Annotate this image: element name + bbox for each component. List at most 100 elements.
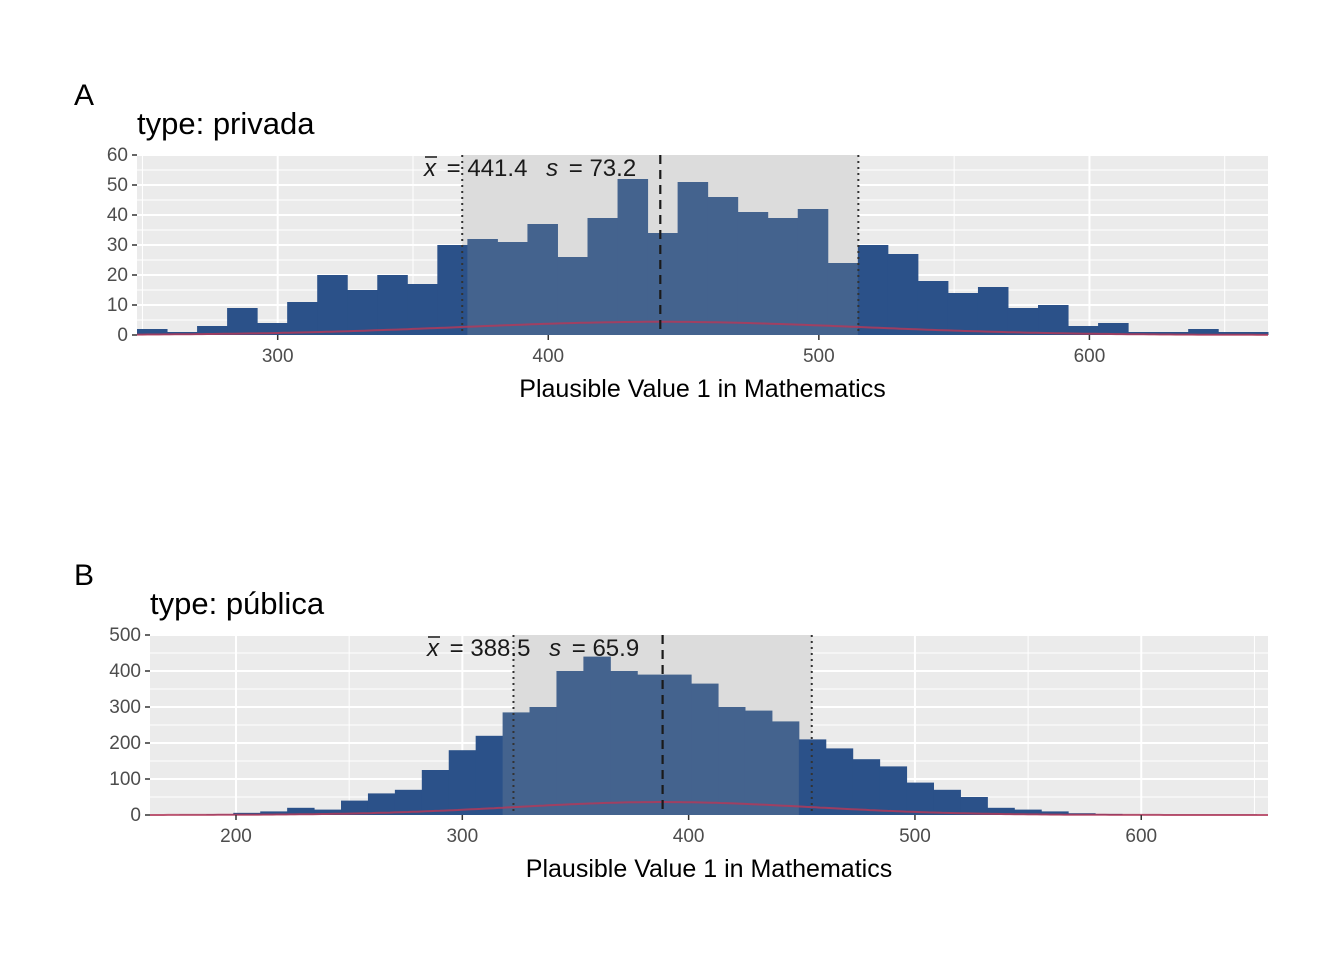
histogram-bar bbox=[827, 263, 859, 335]
histogram-bar bbox=[691, 683, 719, 815]
histogram-bar bbox=[227, 308, 258, 335]
histogram-bar bbox=[467, 239, 498, 335]
x-axis-label: Plausible Value 1 in Mathematics bbox=[526, 855, 892, 883]
histogram-bar bbox=[497, 242, 528, 335]
histogram-bar bbox=[737, 212, 769, 335]
mean-value: = 441.4 bbox=[447, 155, 528, 182]
panel-title: type: privada bbox=[137, 106, 315, 141]
xbar-symbol: x bbox=[426, 635, 440, 662]
histogram-bar bbox=[556, 671, 584, 815]
histogram-bar bbox=[1007, 308, 1039, 335]
sd-value: = 65.9 bbox=[572, 635, 639, 662]
panel-title: type: pública bbox=[150, 586, 325, 621]
histogram-bar bbox=[1098, 323, 1129, 335]
histogram-bar bbox=[664, 674, 692, 815]
histogram-bar bbox=[1014, 809, 1042, 815]
x-tick-label: 600 bbox=[1125, 826, 1157, 847]
histogram-bar bbox=[852, 759, 881, 815]
histogram-bar bbox=[1158, 332, 1189, 335]
panel-tag: B bbox=[74, 559, 94, 592]
histogram-bars bbox=[179, 656, 1258, 815]
histogram-bar bbox=[718, 707, 746, 815]
histogram-bar bbox=[887, 254, 919, 335]
histogram-bar bbox=[583, 656, 611, 815]
histogram-bar bbox=[377, 275, 408, 335]
histogram-bar bbox=[825, 748, 854, 815]
histogram-bar bbox=[744, 710, 773, 815]
histogram-bar bbox=[1248, 332, 1269, 335]
histogram-bar bbox=[287, 807, 315, 815]
histogram-bar bbox=[707, 197, 739, 335]
histogram-bar bbox=[1038, 305, 1069, 335]
y-tick-label: 0 bbox=[130, 805, 141, 826]
density-curve bbox=[150, 801, 1268, 816]
y-axis-ticks: 0 100 200 300 400 500 bbox=[109, 625, 150, 826]
panel-a: A type: privada 0 10 20 30 40 50 60 300 400 500 6… bbox=[74, 79, 1269, 403]
histogram-bar bbox=[906, 782, 935, 815]
histogram-bar bbox=[407, 284, 438, 335]
histogram-bar bbox=[798, 739, 827, 815]
histogram-bar bbox=[767, 218, 799, 335]
histogram-bar bbox=[527, 224, 558, 335]
histogram-bar bbox=[1218, 332, 1249, 335]
histogram-bar bbox=[1041, 811, 1069, 815]
y-tick-label: 100 bbox=[109, 769, 141, 790]
panel-b: B type: pública 0 100 200 300 400 500 200 300 4… bbox=[74, 559, 1268, 883]
x-tick-label: 300 bbox=[446, 826, 478, 847]
histogram-bar bbox=[617, 179, 649, 335]
histogram-bar bbox=[987, 807, 1015, 815]
y-tick-label: 20 bbox=[107, 265, 128, 286]
histogram-bar bbox=[933, 789, 961, 815]
x-tick-label: 500 bbox=[803, 346, 835, 367]
y-tick-label: 0 bbox=[117, 325, 128, 346]
histogram-bar bbox=[475, 735, 504, 815]
histogram-bar bbox=[347, 290, 378, 335]
x-tick-label: 400 bbox=[673, 826, 705, 847]
y-axis-ticks: 0 10 20 30 40 50 60 bbox=[107, 145, 137, 346]
histogram-bar bbox=[610, 671, 638, 815]
histogram-bar bbox=[647, 233, 679, 335]
panel-tag: A bbox=[74, 79, 94, 112]
histogram-bar bbox=[857, 245, 889, 335]
sd-value: = 73.2 bbox=[569, 155, 636, 182]
s-symbol: s bbox=[546, 155, 558, 182]
histogram-bar bbox=[341, 800, 369, 815]
histogram-bar bbox=[421, 770, 450, 815]
histogram-bar bbox=[260, 811, 288, 815]
histogram-bar bbox=[529, 707, 557, 815]
histogram-bar bbox=[960, 797, 988, 815]
histogram-bar bbox=[797, 209, 829, 335]
histogram-bar bbox=[677, 182, 709, 335]
s-symbol: s bbox=[549, 635, 561, 662]
mean-value: = 388.5 bbox=[450, 635, 531, 662]
stats-annotation: x = 441.4 s = 73.2 bbox=[423, 155, 636, 182]
histogram-bar bbox=[287, 302, 318, 335]
histogram-bar bbox=[587, 218, 619, 335]
x-tick-label: 500 bbox=[899, 826, 931, 847]
x-tick-label: 400 bbox=[532, 346, 564, 367]
y-tick-label: 400 bbox=[109, 661, 141, 682]
x-tick-label: 300 bbox=[262, 346, 294, 367]
y-tick-label: 500 bbox=[109, 625, 141, 646]
histogram-bar bbox=[947, 293, 979, 335]
histogram-bar bbox=[977, 287, 1009, 335]
histogram-bar bbox=[317, 275, 348, 335]
density-curve bbox=[137, 320, 1268, 336]
histogram-bars bbox=[137, 179, 1269, 335]
histogram-bar bbox=[437, 245, 468, 335]
histogram-bar bbox=[197, 326, 228, 335]
y-tick-label: 50 bbox=[107, 175, 128, 196]
stats-annotation: x = 388.5 s = 65.9 bbox=[426, 635, 639, 662]
histogram-bar bbox=[367, 793, 396, 815]
histogram-bar bbox=[637, 674, 665, 815]
xbar-symbol: x bbox=[423, 155, 437, 182]
histogram-bar bbox=[879, 766, 908, 815]
histogram-bar bbox=[137, 329, 168, 335]
y-tick-label: 30 bbox=[107, 235, 128, 256]
x-axis-ticks: 200 300 400 500 600 bbox=[220, 815, 1157, 847]
histogram-bar bbox=[1068, 326, 1099, 335]
histogram-bar bbox=[314, 809, 342, 815]
x-tick-label: 600 bbox=[1074, 346, 1106, 367]
y-tick-label: 10 bbox=[107, 295, 128, 316]
